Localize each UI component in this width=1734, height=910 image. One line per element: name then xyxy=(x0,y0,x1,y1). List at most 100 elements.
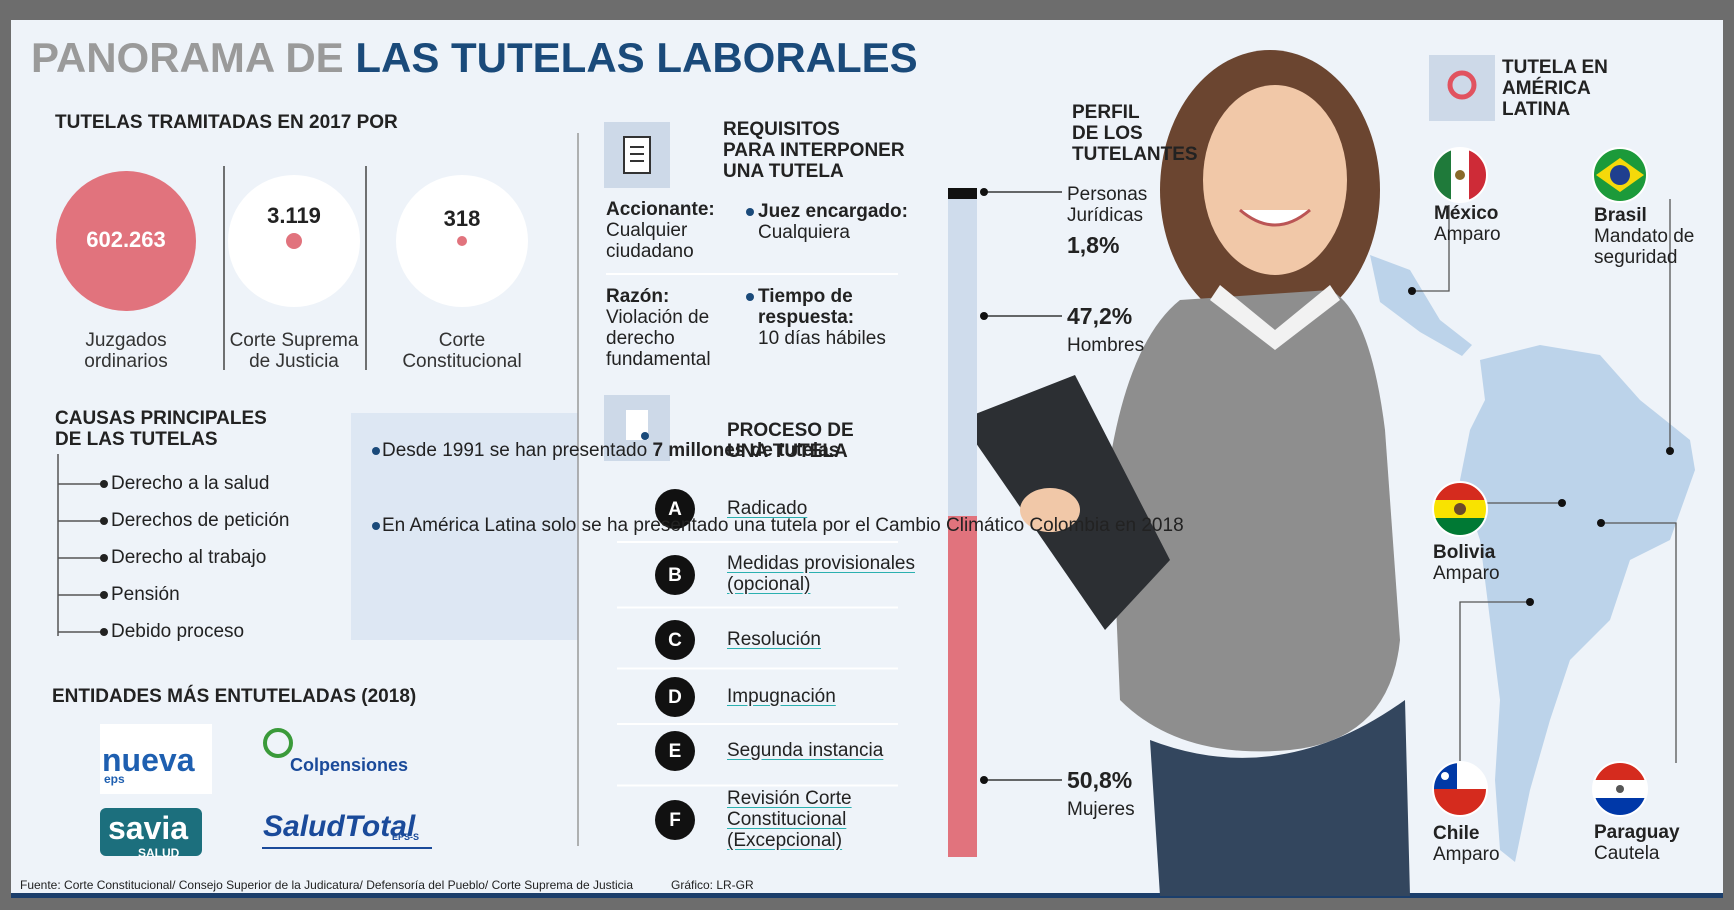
country-name: Chile xyxy=(1433,823,1480,844)
bullet xyxy=(100,480,108,488)
step-text: Segunda instancia xyxy=(727,740,884,761)
country-instrument: Amparo xyxy=(1433,844,1500,865)
flag-ring xyxy=(1432,147,1488,203)
face xyxy=(1203,85,1347,275)
bullet xyxy=(100,628,108,636)
bullet xyxy=(372,447,380,455)
bullet xyxy=(100,517,108,525)
connector xyxy=(1459,601,1530,763)
section-title: LATINA xyxy=(1502,99,1571,120)
country-name: Paraguay xyxy=(1594,822,1680,843)
court-name: de Justicia xyxy=(249,351,339,372)
dot xyxy=(457,236,467,246)
country-name: México xyxy=(1434,203,1499,224)
bullet xyxy=(372,522,380,530)
footer-credit: Gráfico: LR-GR xyxy=(671,878,754,892)
map xyxy=(1370,255,1695,862)
flag-emblem xyxy=(1616,785,1624,793)
logo-sub: eps xyxy=(104,772,125,786)
bullet xyxy=(746,293,754,301)
step-text: Medidas provisionales (opcional) xyxy=(727,553,915,595)
profile-name: Hombres xyxy=(1067,335,1145,356)
icon-dot xyxy=(641,432,649,440)
footer-source: Fuente: Corte Constitucional/ Consejo Su… xyxy=(20,878,634,892)
step-circle xyxy=(655,800,695,840)
logo: Colpensiones xyxy=(290,755,409,775)
court-name: Corte xyxy=(438,330,486,351)
step-circle xyxy=(655,620,695,660)
cause-item: Derechos de petición xyxy=(111,510,290,531)
fact-text: Desde 1991 se han presentado xyxy=(382,440,648,461)
connector-dot xyxy=(1666,447,1674,455)
section-title: PARA INTERPONER xyxy=(723,140,905,161)
requirement: Juez encargado: Cualquiera xyxy=(758,201,908,243)
collar xyxy=(1210,285,1340,350)
step-text: Radicado xyxy=(727,498,808,519)
country-instrument: Mandato de seguridad xyxy=(1594,226,1695,268)
flag-emblem xyxy=(1455,170,1465,180)
profile-share: 50,8% xyxy=(1067,767,1133,793)
title: PANORAMA DE LAS TUTELAS LABORALES xyxy=(31,34,918,82)
flag-emblem xyxy=(1454,503,1466,515)
cause-item: Derecho al trabajo xyxy=(111,547,267,568)
logo-sub: EPS-S xyxy=(392,832,420,842)
step-text: Resolución xyxy=(727,629,821,650)
court-name: Constitucional xyxy=(402,351,522,372)
connector-dot xyxy=(1558,499,1566,507)
bar-mid xyxy=(948,199,977,516)
requirement-label: Accionante: xyxy=(606,199,715,220)
sweater xyxy=(1110,290,1400,752)
step-letter: B xyxy=(668,565,682,586)
requirement-text: Cualquiera xyxy=(758,222,850,243)
requirement-text: Cualquier ciudadano xyxy=(606,220,694,262)
facts-box xyxy=(351,413,578,640)
court-name: Juzgados xyxy=(85,330,167,351)
step-circle xyxy=(655,731,695,771)
country-name: Bolivia xyxy=(1433,542,1496,563)
flag-ring xyxy=(1432,481,1488,537)
section-title: UNA TUTELA xyxy=(727,441,848,462)
requirement: Razón: Violación de derecho fundamental xyxy=(606,286,736,370)
section-title: TUTELA EN xyxy=(1502,57,1608,78)
requirement-text: Violación de derecho fundamental xyxy=(606,307,711,370)
flag-ring xyxy=(1592,761,1648,817)
requirement-label: Tiempo de respuesta: xyxy=(758,286,855,328)
step-letter: C xyxy=(668,630,682,651)
logo: savia xyxy=(108,810,189,846)
logo: SaludTotal xyxy=(263,810,416,843)
flag-globe xyxy=(1610,165,1630,185)
fact-bold: 7 millones de tutelas xyxy=(652,440,840,461)
court-count: 3.119 xyxy=(267,203,321,228)
dot xyxy=(286,233,302,249)
country-instrument: Cautela xyxy=(1594,843,1660,864)
section-title: TUTELANTES xyxy=(1072,144,1198,165)
logo-colpensiones-mark xyxy=(263,728,293,758)
cause-item: Pensión xyxy=(111,584,180,605)
logo-sub: SALUD xyxy=(138,846,180,860)
step-circle xyxy=(655,489,695,529)
step-text: Impugnación xyxy=(727,686,836,707)
court-circle xyxy=(56,171,196,311)
connector xyxy=(1601,522,1677,763)
fact: En América Latina solo se ha presentado … xyxy=(382,515,1184,536)
section-title: PROCESO DE xyxy=(727,420,854,441)
profile-name: Mujeres xyxy=(1067,799,1135,820)
connector-dot xyxy=(1597,519,1605,527)
court-name: Corte Suprema xyxy=(229,330,359,351)
hand xyxy=(1020,488,1080,532)
court-name: ordinarios xyxy=(84,351,168,372)
cause-item: Derecho a la salud xyxy=(111,473,270,494)
profile-share: 47,2% xyxy=(1067,303,1133,329)
requirement: Accionante: Cualquier ciudadano xyxy=(606,199,736,262)
smile xyxy=(1239,208,1311,227)
connector-dot xyxy=(1408,287,1416,295)
cause-item: Debido proceso xyxy=(111,621,245,642)
step-text: Revisión Corte Constitucional (Excepcion… xyxy=(727,788,852,851)
step-letter: E xyxy=(668,741,682,762)
title-blue: LAS TUTELAS LABORALES xyxy=(355,34,918,81)
country-instrument: Amparo xyxy=(1433,563,1500,584)
section-title: AMÉRICA xyxy=(1502,78,1591,99)
logo-bg xyxy=(100,724,212,794)
section-title: DE LAS TUTELAS xyxy=(55,429,218,450)
